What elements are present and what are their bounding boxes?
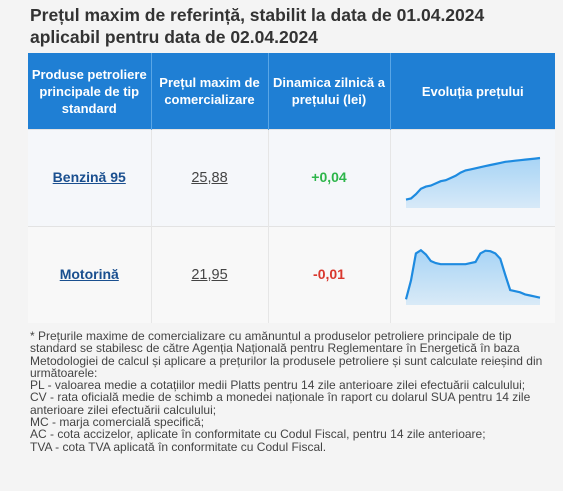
table-row-benzina: Benzină 95 25,88 +0,04 — [28, 129, 555, 227]
header-max-price: Prețul maxim de comercializare — [150, 53, 268, 130]
header-product: Produse petroliere principale de tip sta… — [28, 53, 151, 130]
header-price-evolution: Evoluția prețului — [389, 53, 555, 130]
price-link-benzina-95[interactable]: 25,88 — [191, 170, 228, 186]
product-cell: Motorină — [28, 226, 151, 323]
title-line-2: aplicabil pentru data de 02.04.2024 — [30, 27, 318, 47]
price-link-motorina[interactable]: 21,95 — [191, 267, 228, 283]
footnote: * Prețurile maxime de comercializare cu … — [30, 330, 552, 453]
sparkline-line — [404, 248, 540, 300]
change-cell: -0,01 — [267, 226, 390, 323]
trend-cell — [389, 226, 555, 323]
table-header-row: Produse petroliere principale de tip sta… — [28, 53, 555, 130]
daily-change-benzina-95: +0,04 — [311, 169, 347, 185]
page-title: Prețul maxim de referință, stabilit la d… — [30, 4, 550, 48]
trend-cell — [389, 129, 555, 227]
footnote-pl: PL - valoarea medie a cotațiilor medii P… — [30, 378, 526, 393]
footnote-ac: AC - cota accizelor, aplicate în conform… — [30, 427, 486, 442]
title-line-1: Prețul maxim de referință, stabilit la d… — [30, 5, 485, 25]
footnote-intro: * Prețurile maxime de comercializare cu … — [30, 329, 543, 380]
price-cell: 21,95 — [150, 226, 268, 323]
sparkline-benzina-95 — [405, 156, 540, 208]
footnote-cv: CV - rata oficială medie de schimb a mon… — [30, 390, 531, 417]
table-row-motorina: Motorină 21,95 -0,01 — [28, 226, 555, 323]
sparkline-line — [405, 156, 540, 201]
fuel-price-table: Produse petroliere principale de tip sta… — [28, 53, 555, 323]
footnote-tva: TVA - cota TVA aplicată în conformitate … — [30, 439, 327, 454]
price-cell: 25,88 — [150, 129, 268, 227]
sparkline-motorina — [404, 248, 540, 305]
header-daily-change: Dinamica zilnică a prețului (lei) — [267, 53, 390, 130]
sparkline-area — [405, 158, 540, 208]
daily-change-motorina: -0,01 — [313, 266, 345, 282]
footnote-mc: MC - marja comercială specifică; — [30, 415, 205, 430]
sparkline-area — [405, 250, 540, 305]
product-cell: Benzină 95 — [28, 129, 151, 227]
change-cell: +0,04 — [267, 129, 390, 227]
product-link-motorina[interactable]: Motorină — [59, 266, 119, 282]
product-link-benzina-95[interactable]: Benzină 95 — [52, 169, 126, 185]
